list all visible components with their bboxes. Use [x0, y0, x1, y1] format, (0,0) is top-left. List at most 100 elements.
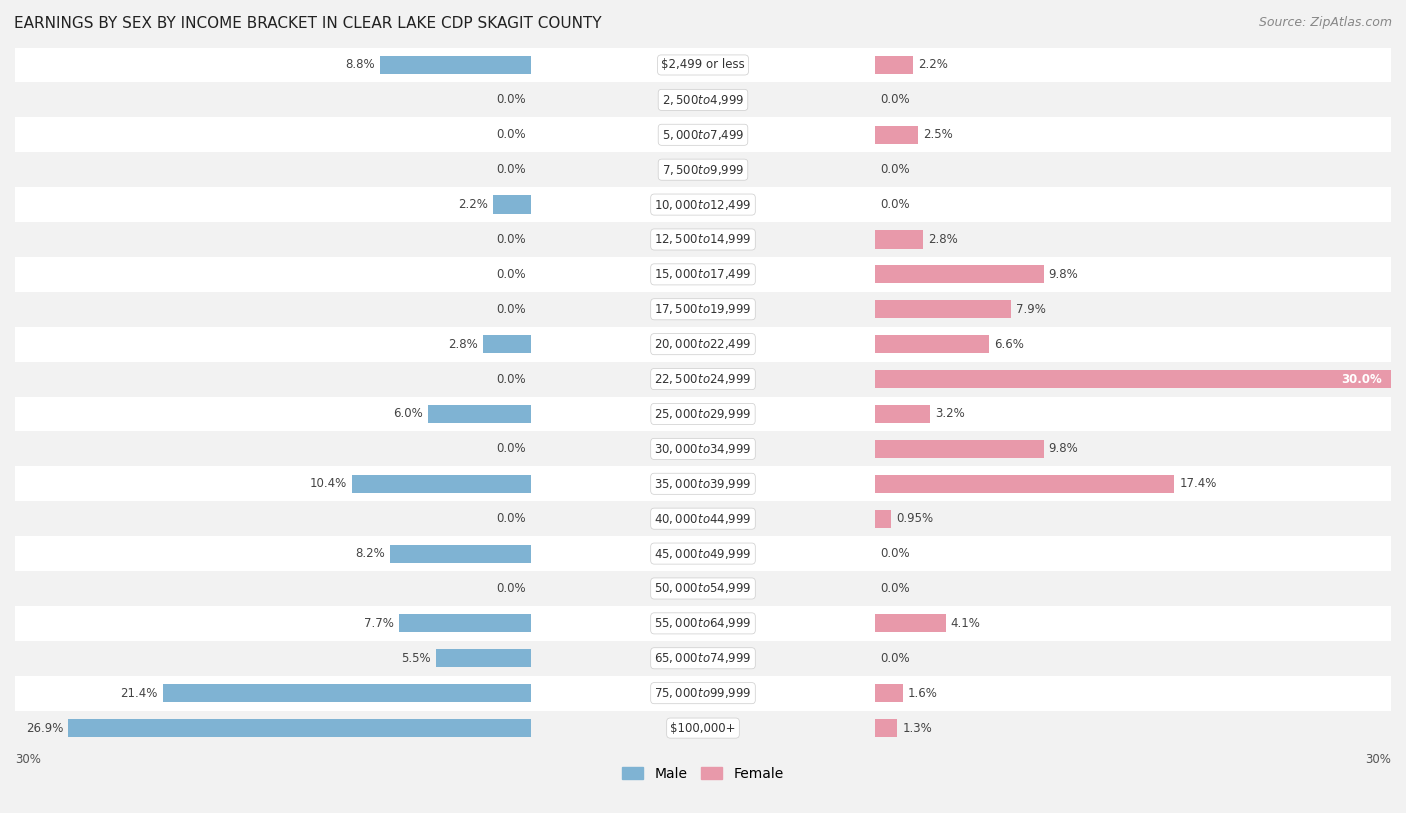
Text: 0.0%: 0.0%: [496, 302, 526, 315]
Text: 6.0%: 6.0%: [392, 407, 423, 420]
Text: 21.4%: 21.4%: [121, 687, 157, 700]
Text: 30.0%: 30.0%: [1341, 372, 1382, 385]
Bar: [15, 292, 1391, 327]
Text: $22,500 to $24,999: $22,500 to $24,999: [654, 372, 752, 386]
Text: 2.5%: 2.5%: [924, 128, 953, 141]
Text: $25,000 to $29,999: $25,000 to $29,999: [654, 407, 752, 421]
Bar: [15, 641, 1391, 676]
Text: 8.2%: 8.2%: [356, 547, 385, 560]
Bar: [15, 187, 1391, 222]
Bar: [15, 502, 1391, 536]
Bar: [398, 615, 531, 633]
Bar: [15, 676, 1391, 711]
Bar: [875, 230, 924, 249]
Bar: [482, 335, 531, 353]
Bar: [15, 432, 1391, 467]
Bar: [436, 650, 531, 667]
Text: $50,000 to $54,999: $50,000 to $54,999: [654, 581, 752, 595]
Text: 0.95%: 0.95%: [897, 512, 934, 525]
Text: 0.0%: 0.0%: [496, 163, 526, 176]
Bar: [15, 606, 1391, 641]
Text: 9.8%: 9.8%: [1049, 267, 1078, 280]
Bar: [875, 265, 1043, 284]
Text: 5.5%: 5.5%: [402, 652, 432, 665]
Text: 30%: 30%: [15, 753, 41, 766]
Bar: [15, 117, 1391, 152]
Text: $55,000 to $64,999: $55,000 to $64,999: [654, 616, 752, 630]
Text: $100,000+: $100,000+: [671, 722, 735, 735]
Bar: [15, 362, 1391, 397]
Text: 9.8%: 9.8%: [1049, 442, 1078, 455]
Bar: [69, 719, 531, 737]
Text: 2.2%: 2.2%: [918, 59, 948, 72]
Bar: [15, 257, 1391, 292]
Bar: [15, 397, 1391, 432]
Bar: [875, 56, 912, 74]
Text: 6.6%: 6.6%: [994, 337, 1024, 350]
Text: 2.8%: 2.8%: [928, 233, 957, 246]
Text: 0.0%: 0.0%: [496, 233, 526, 246]
Bar: [427, 405, 531, 423]
Text: $15,000 to $17,499: $15,000 to $17,499: [654, 267, 752, 281]
Text: 0.0%: 0.0%: [496, 93, 526, 107]
Bar: [15, 711, 1391, 746]
Bar: [875, 300, 1011, 319]
Bar: [875, 440, 1043, 458]
Text: 7.9%: 7.9%: [1017, 302, 1046, 315]
Text: 1.6%: 1.6%: [908, 687, 938, 700]
Text: 0.0%: 0.0%: [880, 198, 910, 211]
Text: $7,500 to $9,999: $7,500 to $9,999: [662, 163, 744, 176]
Text: 0.0%: 0.0%: [496, 128, 526, 141]
Bar: [15, 47, 1391, 82]
Text: EARNINGS BY SEX BY INCOME BRACKET IN CLEAR LAKE CDP SKAGIT COUNTY: EARNINGS BY SEX BY INCOME BRACKET IN CLE…: [14, 16, 602, 31]
Text: $12,500 to $14,999: $12,500 to $14,999: [654, 233, 752, 246]
Bar: [875, 615, 945, 633]
Bar: [15, 536, 1391, 571]
Text: 3.2%: 3.2%: [935, 407, 965, 420]
Text: $20,000 to $22,499: $20,000 to $22,499: [654, 337, 752, 351]
Text: Source: ZipAtlas.com: Source: ZipAtlas.com: [1258, 16, 1392, 29]
Text: $2,500 to $4,999: $2,500 to $4,999: [662, 93, 744, 107]
Text: 0.0%: 0.0%: [496, 442, 526, 455]
Bar: [380, 56, 531, 74]
Text: 1.3%: 1.3%: [903, 722, 932, 735]
Text: $40,000 to $44,999: $40,000 to $44,999: [654, 511, 752, 526]
Text: 7.7%: 7.7%: [364, 617, 394, 630]
Bar: [15, 222, 1391, 257]
Bar: [163, 684, 531, 702]
Text: 26.9%: 26.9%: [25, 722, 63, 735]
Bar: [15, 571, 1391, 606]
Bar: [15, 82, 1391, 117]
Text: 2.8%: 2.8%: [449, 337, 478, 350]
Text: $17,500 to $19,999: $17,500 to $19,999: [654, 302, 752, 316]
Text: $45,000 to $49,999: $45,000 to $49,999: [654, 546, 752, 561]
Bar: [875, 405, 929, 423]
Text: $75,000 to $99,999: $75,000 to $99,999: [654, 686, 752, 700]
Bar: [15, 467, 1391, 502]
Text: 10.4%: 10.4%: [309, 477, 347, 490]
Text: 0.0%: 0.0%: [496, 582, 526, 595]
Bar: [875, 719, 897, 737]
Text: 2.2%: 2.2%: [458, 198, 488, 211]
Bar: [875, 684, 903, 702]
Text: 0.0%: 0.0%: [880, 547, 910, 560]
Text: $30,000 to $34,999: $30,000 to $34,999: [654, 442, 752, 456]
Text: 0.0%: 0.0%: [880, 93, 910, 107]
Bar: [875, 475, 1174, 493]
Text: 0.0%: 0.0%: [880, 163, 910, 176]
Bar: [494, 195, 531, 214]
Text: 0.0%: 0.0%: [880, 652, 910, 665]
Text: $35,000 to $39,999: $35,000 to $39,999: [654, 476, 752, 491]
Text: $10,000 to $12,499: $10,000 to $12,499: [654, 198, 752, 211]
Text: 0.0%: 0.0%: [496, 372, 526, 385]
Bar: [352, 475, 531, 493]
Text: $5,000 to $7,499: $5,000 to $7,499: [662, 128, 744, 141]
Bar: [875, 370, 1391, 388]
Bar: [15, 152, 1391, 187]
Text: 17.4%: 17.4%: [1180, 477, 1216, 490]
Text: $2,499 or less: $2,499 or less: [661, 59, 745, 72]
Bar: [389, 545, 531, 563]
Text: 8.8%: 8.8%: [344, 59, 374, 72]
Text: 0.0%: 0.0%: [880, 582, 910, 595]
Bar: [875, 335, 988, 353]
